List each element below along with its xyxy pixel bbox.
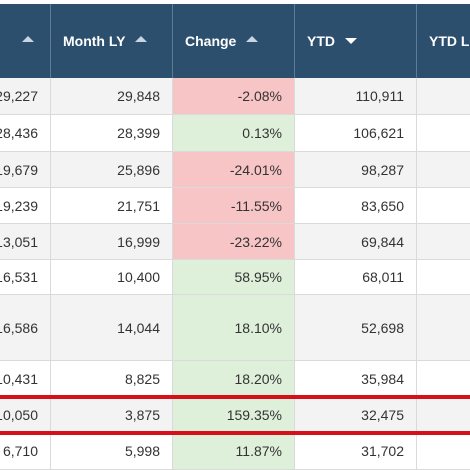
cell-ytd-ly	[417, 361, 470, 397]
table-row[interactable]: 10,431 8,825 18.20% 35,984	[0, 361, 470, 397]
cell-ytd-ly	[417, 152, 470, 188]
cell-ytd: 32,475	[295, 397, 417, 433]
cell-month-ly: 16,999	[51, 224, 173, 260]
cell-ytd-ly	[417, 397, 470, 433]
cell-ytd: 110,911	[295, 78, 417, 115]
table-row[interactable]: 19,679 25,896 -24.01% 98,287	[0, 152, 470, 188]
cell-month-ly: 8,825	[51, 361, 173, 397]
column-header-label: Change	[185, 33, 237, 49]
cell-ytd: 106,621	[295, 115, 417, 152]
cell-month: 13,051	[0, 224, 51, 260]
cell-change: 159.35%	[173, 397, 295, 433]
sort-ascending-icon[interactable]	[22, 36, 34, 42]
cell-month: 28,436	[0, 115, 51, 152]
column-header-ytd[interactable]: YTD	[295, 4, 417, 78]
table-row[interactable]: 19,239 21,751 -11.55% 83,650	[0, 188, 470, 224]
cell-month: 19,239	[0, 188, 51, 224]
cell-month: 6,710	[0, 433, 51, 470]
cell-month-ly: 28,399	[51, 115, 173, 152]
cell-change: 0.13%	[173, 115, 295, 152]
cell-change: 18.20%	[173, 361, 295, 397]
cell-month: 16,586	[0, 295, 51, 361]
table-row[interactable]: 29,227 29,848 -2.08% 110,911	[0, 78, 470, 115]
cell-month-ly: 3,875	[51, 397, 173, 433]
table-row[interactable]: 16,586 14,044 18.10% 52,698	[0, 295, 470, 361]
cell-month-ly: 5,998	[51, 433, 173, 470]
table-row[interactable]: 16,531 10,400 58.95% 68,011	[0, 260, 470, 295]
cell-change: -2.08%	[173, 78, 295, 115]
cell-ytd-ly	[417, 260, 470, 295]
cell-change: -23.22%	[173, 224, 295, 260]
cell-change: -24.01%	[173, 152, 295, 188]
cell-ytd-ly	[417, 115, 470, 152]
table-row-highlighted[interactable]: 10,050 3,875 159.35% 32,475	[0, 397, 470, 433]
cell-ytd-ly	[417, 78, 470, 115]
cell-month-ly: 29,848	[51, 78, 173, 115]
cell-month-ly: 14,044	[51, 295, 173, 361]
column-header-ytd-ly[interactable]: YTD L	[417, 4, 470, 78]
cell-month-ly: 10,400	[51, 260, 173, 295]
cell-ytd: 31,702	[295, 433, 417, 470]
cell-change: 11.87%	[173, 433, 295, 470]
cell-ytd: 68,011	[295, 260, 417, 295]
cell-ytd: 83,650	[295, 188, 417, 224]
column-header-label: Month LY	[63, 33, 126, 49]
table-row[interactable]: 28,436 28,399 0.13% 106,621	[0, 115, 470, 152]
cell-ytd: 35,984	[295, 361, 417, 397]
table-row[interactable]: 6,710 5,998 11.87% 31,702	[0, 433, 470, 470]
column-header-month[interactable]	[0, 4, 51, 78]
cell-ytd-ly	[417, 224, 470, 260]
column-header-change[interactable]: Change	[173, 4, 295, 78]
highlight-outline-top	[0, 395, 470, 399]
cell-month: 16,531	[0, 260, 51, 295]
column-header-month-ly[interactable]: Month LY	[51, 4, 173, 78]
cell-change: -11.55%	[173, 188, 295, 224]
column-header-label: YTD	[307, 33, 335, 49]
cell-ytd-ly	[417, 433, 470, 470]
column-header-label: YTD L	[429, 33, 470, 49]
cell-change: 18.10%	[173, 295, 295, 361]
cell-ytd: 98,287	[295, 152, 417, 188]
table-row[interactable]: 13,051 16,999 -23.22% 69,844	[0, 224, 470, 260]
cell-ytd-ly	[417, 295, 470, 361]
cell-ytd-ly	[417, 188, 470, 224]
sort-ascending-icon[interactable]	[135, 36, 148, 42]
cell-month-ly: 21,751	[51, 188, 173, 224]
cell-change: 58.95%	[173, 260, 295, 295]
sort-ascending-icon[interactable]	[246, 36, 259, 42]
cell-month: 10,431	[0, 361, 51, 397]
cell-ytd: 69,844	[295, 224, 417, 260]
sort-descending-icon[interactable]	[345, 38, 357, 44]
cell-month-ly: 25,896	[51, 152, 173, 188]
cell-month: 29,227	[0, 78, 51, 115]
highlight-outline-bottom	[0, 431, 470, 435]
cell-month: 10,050	[0, 397, 51, 433]
cell-ytd: 52,698	[295, 295, 417, 361]
cell-month: 19,679	[0, 152, 51, 188]
